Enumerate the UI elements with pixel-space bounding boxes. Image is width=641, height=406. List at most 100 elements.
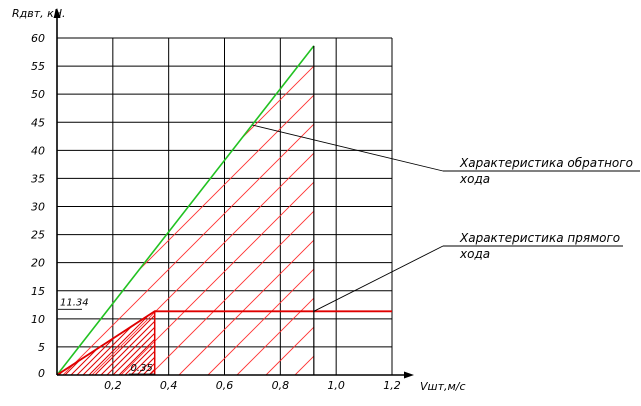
hatch-dense-line-106: [293, 311, 357, 375]
y-tick-label-10: 50: [31, 88, 45, 101]
hatch-dense-line-77: [118, 311, 155, 375]
hatch-dense-line-68: [64, 311, 130, 375]
hatch-dense-line-95: [227, 311, 291, 375]
hatch-dense-line-85: [167, 311, 231, 375]
hatch-line-1: [0, 46, 15, 375]
hatch-line-5: [57, 45, 132, 375]
hatch-dense-line-92: [209, 311, 273, 375]
hatch-line-30: [527, 46, 641, 375]
hatch-dense-line-117: [359, 311, 423, 375]
hatch-dense-line-131: [443, 311, 507, 375]
hatch-line-27: [440, 46, 641, 375]
hatch-dense-line-89: [191, 311, 255, 375]
hatch-dense-line-123: [395, 311, 459, 375]
y-tick-label-3: 15: [31, 285, 45, 298]
hatch-dense-line-78: [124, 311, 155, 375]
hatch-dense-line-81: [142, 311, 155, 375]
hatch-dense-line-110: [317, 311, 381, 375]
hatch-dense-line-125: [407, 311, 471, 375]
hatch-dense-line-120: [377, 311, 441, 375]
hatch-dense-line-147: [539, 311, 603, 375]
hatch-dense-line-79: [130, 311, 155, 375]
hatch-dense-line-137: [479, 311, 543, 375]
hatch-dense-line-96: [233, 311, 297, 375]
callout-text-0-line1: Характеристика обратного: [459, 156, 633, 170]
hatch-line-26: [411, 46, 641, 375]
hatch-dense-line-91: [203, 311, 267, 375]
hatch-dense-line-132: [449, 311, 513, 375]
hatch-dense-line-113: [335, 311, 399, 375]
hatch-dense-line-115: [347, 311, 411, 375]
hatch-dense-line-100: [257, 311, 321, 375]
hatch-dense-line-73: [94, 311, 155, 375]
hatch-dense-line-121: [383, 311, 447, 375]
hatch-line-19: [207, 45, 314, 375]
hatch-dense-line-47: [0, 311, 3, 375]
hatch-dense-line-80: [136, 311, 155, 375]
hatch-dense-line-83: [154, 311, 155, 375]
callout-leader-1: [313, 245, 444, 312]
hatch-line-29: [498, 46, 641, 375]
y-axis-arrow: [53, 8, 61, 18]
hatch-line-24: [353, 46, 641, 375]
y-tick-label-1: 5: [38, 341, 45, 354]
annotations: 11.34 0.35: [58, 297, 155, 375]
x-tick-label-4: 1,0: [327, 379, 345, 392]
hatch-dense-line-136: [473, 311, 537, 375]
hatch-line-25: [382, 46, 641, 375]
axes: [53, 8, 414, 379]
hatch-dense-line-107: [299, 311, 363, 375]
hatch-dense-line-143: [515, 311, 579, 375]
y-tick-label-5: 25: [31, 229, 45, 242]
hatch-dense-line-84: [161, 311, 225, 375]
callout-text-1-line1: Характеристика прямого: [459, 231, 620, 245]
hatch-line-17: [149, 45, 314, 375]
callout-text-1-line2: хода: [459, 247, 490, 261]
hatch-line-11: [57, 45, 306, 375]
grid: [57, 37, 393, 375]
hatch-dense-line-138: [485, 311, 549, 375]
x-tick-label-1: 0,4: [160, 379, 178, 392]
hatch-line-6: [57, 45, 161, 375]
hatch-dense-line-134: [461, 311, 525, 375]
hatch-dense-line-114: [341, 311, 405, 375]
hatch-dense-line-142: [509, 311, 573, 375]
hatch-line-22: [294, 45, 314, 375]
hatch-dense-line-111: [323, 311, 387, 375]
x-axis-title: Vшт,м/с: [420, 380, 466, 393]
hatch-dense-line-76: [112, 311, 155, 375]
hatch-dense-line-145: [527, 311, 591, 375]
small-triangle-edge: [56, 309, 156, 376]
hatch-line-23: [324, 46, 641, 375]
hatch-dense-line-127: [419, 311, 483, 375]
hatch-line-12: [57, 45, 314, 375]
hatch-dense-line-108: [305, 311, 369, 375]
hatch-dense-line-101: [263, 311, 327, 375]
hatch-dense-line-69: [70, 311, 136, 375]
x-tick-label-0: 0,2: [104, 379, 122, 392]
hatch-region-small: [0, 311, 603, 375]
series-lines: [56, 45, 392, 376]
annotation-11-34: 11.34: [60, 297, 89, 308]
hatch-dense-line-133: [455, 311, 519, 375]
tick-labels: 0 5 10 15 20 25 30 35 40 45 50 55 60 0,2 0,4 0,6 0,8 1,0 1…: [31, 32, 401, 392]
hatch-line-31: [556, 46, 641, 375]
hatch-line-15: [91, 45, 314, 375]
hatch-line-32: [585, 46, 641, 375]
hatch-line-33: [614, 46, 641, 375]
hatch-dense-line-144: [521, 311, 585, 375]
hatch-dense-line-128: [425, 311, 489, 375]
hatch-dense-line-52: [0, 311, 33, 375]
y-tick-label-7: 35: [31, 172, 45, 185]
hatch-dense-line-105: [287, 311, 351, 375]
hatch-dense-line-72: [88, 311, 154, 375]
hatch-dense-line-75: [106, 311, 155, 375]
y-tick-label-2: 10: [31, 313, 45, 326]
hatch-line-20: [236, 45, 314, 375]
hatch-dense-line-51: [0, 311, 27, 375]
hatch-line-21: [265, 45, 314, 375]
hatch-line-28: [469, 46, 641, 375]
hatch-line-14: [62, 45, 314, 375]
callouts: Характеристика обратного хода Характеристи…: [252, 124, 640, 312]
